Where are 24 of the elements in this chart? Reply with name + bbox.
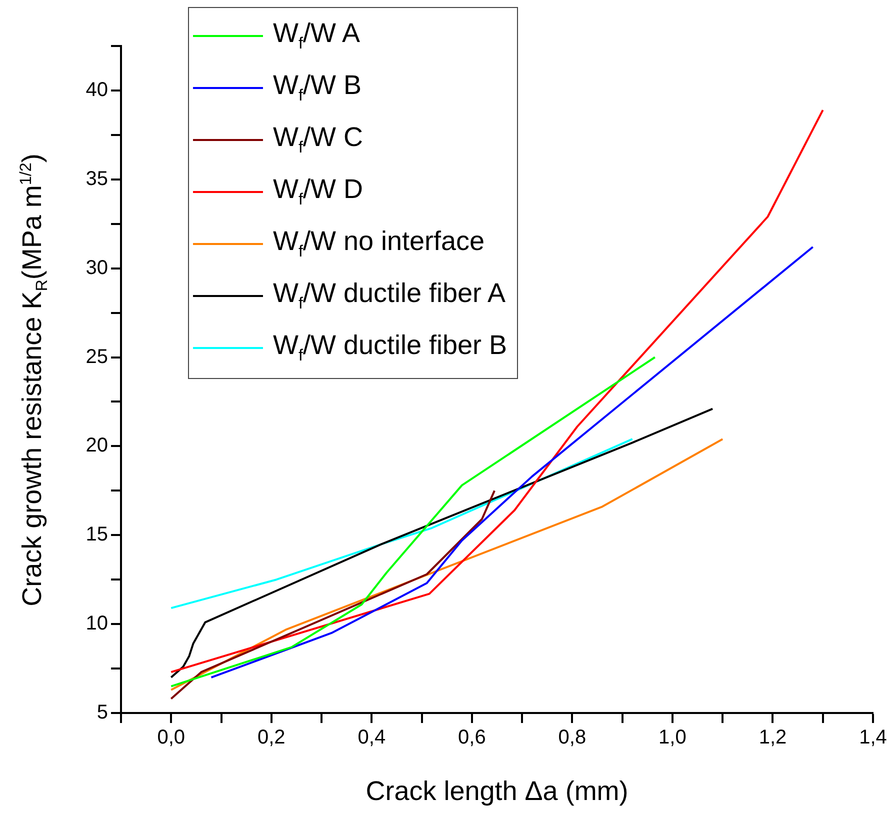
- x-tick-label: 0,4: [358, 726, 386, 749]
- y-tick-label: 10: [86, 612, 108, 635]
- y-tick-label: 40: [86, 78, 108, 101]
- y-tick-label: 5: [96, 702, 108, 724]
- x-tick-label: 0,6: [458, 726, 486, 749]
- x-tick-label: 1,2: [758, 726, 787, 749]
- y-tick-label: 20: [86, 434, 108, 457]
- y-tick-label: 25: [86, 346, 108, 368]
- legend-label: W$_{f}$/W C: [273, 122, 363, 158]
- legend-label: W$_{f}$/W D: [273, 174, 363, 210]
- x-tick-label: 1,4: [859, 726, 887, 749]
- x-tick-label: 1,0: [658, 726, 686, 749]
- x-tick-label: 0,0: [157, 726, 186, 749]
- legend-label: W$_{f}$/W ductile fiber A: [273, 278, 506, 314]
- legend-label: W$_{f}$/W A: [273, 18, 360, 54]
- y-tick-label: 30: [86, 256, 108, 279]
- x-tick-label: 0,2: [257, 726, 286, 749]
- y-tick-label: 35: [86, 168, 108, 190]
- legend-label: W$_{f}$/W ductile fiber B: [273, 330, 508, 366]
- y-tick-label: 15: [86, 524, 108, 546]
- legend-label: W$_{f}$/W no interface: [273, 226, 485, 262]
- legend-label: W$_{f}$/W B: [273, 70, 362, 106]
- x-tick-label: 0,8: [558, 726, 586, 749]
- x-axis-title: Crack length Δa (mm): [364, 775, 630, 807]
